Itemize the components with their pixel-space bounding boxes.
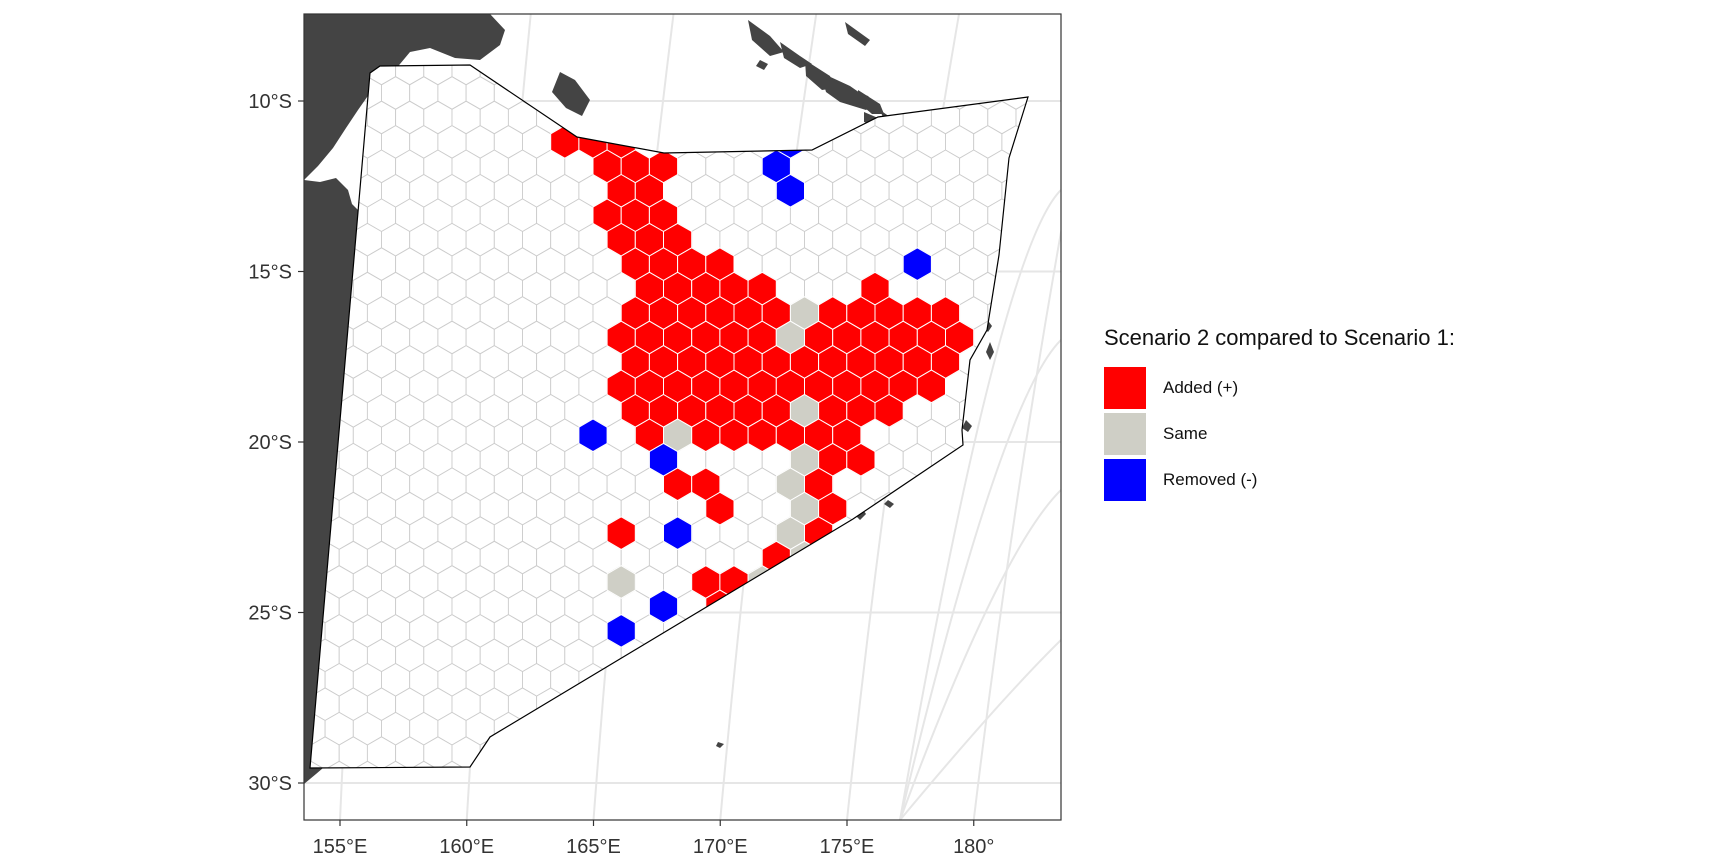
x-tick-label: 180° [953,836,994,858]
legend-label-same: Same [1163,424,1208,443]
coral-sea-islet [716,742,724,748]
legend-item-added: Added (+) [1104,365,1455,411]
hex-cell-added [705,491,735,526]
graticule-curve [899,639,1061,820]
legend-label-added: Added (+) [1163,378,1239,397]
hex-cell-added [606,516,636,550]
hex-cell-removed [775,173,805,208]
hex-cell-added [846,442,876,477]
y-tick-label: 30°S [248,773,292,795]
panel-border [303,13,1062,821]
legend-key-same [1104,413,1146,455]
new-guinea-islands [552,20,870,116]
legend-key-added [1104,367,1146,409]
x-axis: 155°E 160°E 165°E 170°E 175°E 180° [313,820,994,858]
x-tick-label: 175°E [820,836,875,858]
graticule-curve [899,189,1061,820]
x-tick-label: 165°E [566,836,621,858]
map-panel [303,13,1062,821]
legend-label-removed: Removed (-) [1163,470,1258,489]
legend-item-same: Same [1104,411,1455,457]
graticule-curve [899,339,1061,820]
hex-cell-same [606,565,636,599]
legend: Scenario 2 compared to Scenario 1: Added… [1104,325,1455,503]
legend-title: Scenario 2 compared to Scenario 1: [1104,325,1455,350]
hex-cell-removed [606,614,636,648]
x-tick-label: 170°E [693,836,748,858]
y-axis: 10°S 15°S 20°S 25°S 30°S [248,91,304,795]
planning-region-boundary [309,64,1029,769]
hex-cell-removed [902,247,932,281]
x-tick-label: 160°E [439,836,494,858]
y-tick-label: 20°S [248,432,292,454]
hex-cell-removed [648,589,679,624]
legend-item-removed: Removed (-) [1104,457,1455,503]
hex-cell-added [874,393,904,428]
x-tick-label: 155°E [313,836,368,858]
hex-cell-removed [578,418,608,453]
graticule-meridian [972,226,1061,820]
y-tick-label: 25°S [248,603,292,625]
y-tick-label: 15°S [248,262,292,284]
hex-cell-removed [663,516,693,550]
graticule-curve [899,489,1061,820]
legend-key-removed [1104,459,1146,501]
hex-cell-added [916,369,946,404]
y-tick-label: 10°S [248,91,292,113]
